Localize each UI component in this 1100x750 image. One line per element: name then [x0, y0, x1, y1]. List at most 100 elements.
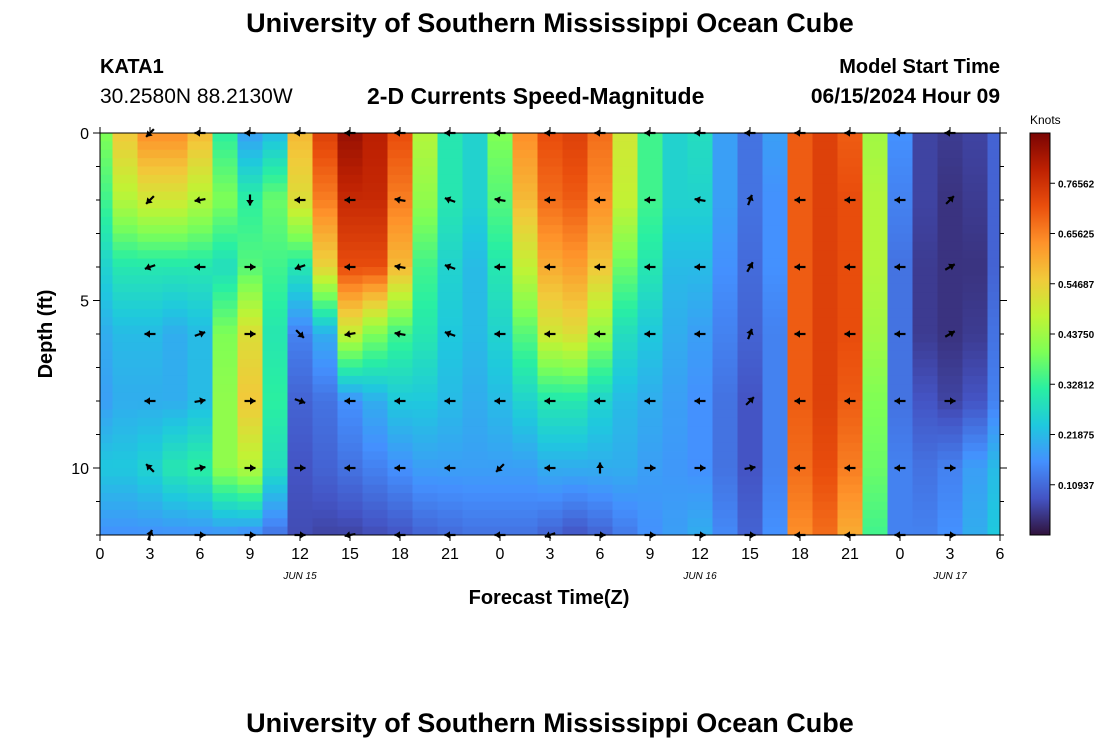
heatmap-cell [662, 451, 689, 461]
heatmap-cell [862, 392, 889, 402]
heatmap-cell [112, 434, 139, 444]
heatmap-cell [437, 283, 464, 293]
heatmap-cell [462, 518, 489, 528]
current-vector [794, 330, 806, 338]
heatmap-cell [562, 275, 589, 285]
current-vector [494, 330, 506, 338]
heatmap-cell [462, 417, 489, 427]
heatmap-cell [937, 133, 964, 142]
current-vector [544, 464, 556, 472]
heatmap-cell [537, 426, 564, 436]
heatmap-cell [100, 409, 114, 419]
heatmap-cell [687, 250, 714, 260]
heatmap-cell [712, 484, 739, 494]
heatmap-cell [387, 191, 414, 201]
heatmap-cell [262, 216, 289, 226]
heatmap-cell [337, 233, 364, 243]
heatmap-cell [362, 208, 389, 218]
heatmap-cell [637, 459, 664, 469]
current-vector [844, 330, 856, 338]
heatmap-cell [312, 267, 339, 276]
heatmap-cell [237, 225, 264, 235]
heatmap-cell [762, 526, 789, 535]
heatmap-cell [762, 392, 789, 402]
heatmap-cell [212, 283, 239, 293]
heatmap-cell [712, 158, 739, 168]
heatmap-cell [712, 459, 739, 469]
heatmap-cell [262, 250, 289, 260]
heatmap-cell [112, 484, 139, 494]
heatmap-cell [837, 484, 864, 494]
heatmap-cell [887, 509, 914, 519]
current-vector [194, 464, 206, 472]
heatmap-cell [137, 484, 164, 494]
heatmap-cell [862, 526, 889, 535]
heatmap-cell [712, 367, 739, 377]
heatmap-cell [887, 283, 914, 293]
heatmap-cell [637, 392, 664, 402]
heatmap-cell [437, 317, 464, 327]
heatmap-cell [687, 283, 714, 293]
heatmap-cell [737, 526, 764, 535]
heatmap-cell [687, 325, 714, 335]
heatmap-cell [387, 317, 414, 327]
heatmap-cell [937, 342, 964, 352]
heatmap-cell [737, 459, 764, 469]
heatmap-cell [737, 334, 764, 343]
heatmap-cell [137, 225, 164, 235]
heatmap-cell [412, 166, 439, 176]
heatmap-cell [912, 526, 939, 535]
heatmap-cell [437, 200, 464, 209]
heatmap-cell [187, 283, 214, 293]
heatmap-cell [662, 342, 689, 352]
heatmap-cell [712, 317, 739, 327]
heatmap-cell [712, 451, 739, 461]
heatmap-cell [187, 342, 214, 352]
heatmap-cell [962, 359, 989, 369]
heatmap-cell [962, 409, 989, 419]
heatmap-cell [112, 283, 139, 293]
heatmap-cell [512, 392, 539, 402]
heatmap-cell [312, 275, 339, 285]
heatmap-cell [937, 283, 964, 293]
heatmap-cell [187, 267, 214, 276]
heatmap-cell [512, 174, 539, 184]
heatmap-cell [537, 509, 564, 519]
heatmap-cell [387, 133, 414, 142]
heatmap-cell [137, 174, 164, 184]
heatmap-cell [487, 250, 514, 260]
heatmap-cell [262, 166, 289, 176]
heatmap-cell [687, 292, 714, 302]
heatmap-cell [487, 476, 514, 486]
heatmap-cell [100, 526, 114, 535]
heatmap-cell [587, 493, 614, 503]
heatmap-cell [587, 250, 614, 260]
heatmap-cell [487, 384, 514, 394]
heatmap-cell [262, 200, 289, 209]
date-label: JUN 17 [932, 571, 967, 582]
heatmap-cell [412, 468, 439, 477]
heatmap-cell [212, 384, 239, 394]
heatmap-cell [437, 367, 464, 377]
heatmap-cell [662, 233, 689, 243]
heatmap-cell [312, 384, 339, 394]
heatmap-cell [587, 359, 614, 369]
heatmap-cell [487, 526, 514, 535]
heatmap-cell [712, 468, 739, 477]
heatmap-cell [287, 225, 314, 235]
current-vector [544, 397, 556, 405]
heatmap-cell [737, 183, 764, 193]
heatmap-cell [387, 468, 414, 477]
heatmap-cell [487, 325, 514, 335]
heatmap-cell [562, 367, 589, 377]
heatmap-cell [487, 392, 514, 402]
heatmap-cell [637, 216, 664, 226]
heatmap-cell [162, 267, 189, 276]
heatmap-cell [562, 442, 589, 452]
heatmap-cell [962, 468, 989, 477]
heatmap-cell [512, 158, 539, 168]
heatmap-cell [262, 174, 289, 184]
heatmap-cell [162, 359, 189, 369]
heatmap-cell [262, 384, 289, 394]
heatmap-cell [187, 401, 214, 410]
